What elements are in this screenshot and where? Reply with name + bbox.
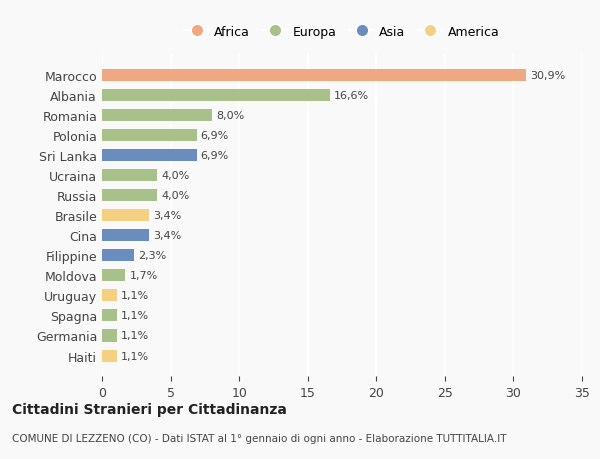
Bar: [102, 170, 157, 182]
Legend: Africa, Europa, Asia, America: Africa, Europa, Asia, America: [178, 20, 506, 45]
Text: 8,0%: 8,0%: [216, 111, 244, 121]
Bar: [102, 270, 125, 282]
Bar: [102, 250, 134, 262]
Text: 3,4%: 3,4%: [153, 211, 181, 221]
Bar: [102, 350, 117, 362]
Bar: [102, 90, 329, 102]
Text: 2,3%: 2,3%: [137, 251, 166, 261]
Bar: [102, 290, 117, 302]
Bar: [102, 70, 526, 82]
Text: Cittadini Stranieri per Cittadinanza: Cittadini Stranieri per Cittadinanza: [12, 402, 287, 416]
Bar: [102, 230, 149, 242]
Bar: [102, 310, 117, 322]
Text: 4,0%: 4,0%: [161, 191, 189, 201]
Text: 1,1%: 1,1%: [121, 291, 149, 301]
Text: 3,4%: 3,4%: [153, 231, 181, 241]
Text: 16,6%: 16,6%: [334, 91, 369, 101]
Bar: [102, 150, 197, 162]
Text: 1,1%: 1,1%: [121, 311, 149, 321]
Text: 6,9%: 6,9%: [201, 131, 229, 141]
Text: 30,9%: 30,9%: [530, 71, 565, 81]
Bar: [102, 130, 197, 142]
Text: 6,9%: 6,9%: [201, 151, 229, 161]
Bar: [102, 330, 117, 342]
Text: 1,1%: 1,1%: [121, 351, 149, 361]
Bar: [102, 110, 212, 122]
Bar: [102, 190, 157, 202]
Text: 1,1%: 1,1%: [121, 331, 149, 341]
Text: 4,0%: 4,0%: [161, 171, 189, 181]
Text: COMUNE DI LEZZENO (CO) - Dati ISTAT al 1° gennaio di ogni anno - Elaborazione TU: COMUNE DI LEZZENO (CO) - Dati ISTAT al 1…: [12, 433, 506, 442]
Bar: [102, 210, 149, 222]
Text: 1,7%: 1,7%: [130, 271, 158, 281]
